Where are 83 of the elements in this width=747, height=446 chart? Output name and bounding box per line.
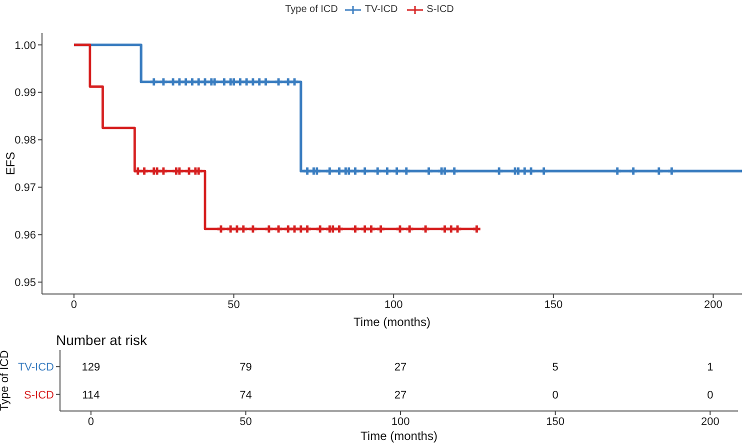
point <box>249 78 257 86</box>
point <box>326 167 334 175</box>
x-tick-label: 50 <box>240 416 252 428</box>
point <box>495 167 503 175</box>
x-tick-label: 50 <box>228 298 240 311</box>
point <box>655 167 663 175</box>
x-tick-label: 150 <box>546 416 565 428</box>
point <box>185 167 193 175</box>
x-tick-label: 100 <box>384 298 403 311</box>
y-axis-title: EFS <box>3 152 18 176</box>
point <box>182 78 190 86</box>
point <box>614 167 622 175</box>
chart-title: Number at risk <box>56 332 148 348</box>
point <box>316 225 324 233</box>
point <box>630 167 637 175</box>
point <box>520 167 528 175</box>
point <box>473 225 480 233</box>
data-label: 27 <box>394 389 407 402</box>
y-tick-label: 0.96 <box>14 230 36 242</box>
point <box>336 225 343 233</box>
point <box>134 167 142 175</box>
point <box>160 78 168 86</box>
point <box>274 78 282 86</box>
y-tick-label: 0.97 <box>14 182 36 194</box>
data-label: 129 <box>82 362 100 374</box>
point <box>402 167 410 175</box>
legend-title: Type of ICD <box>285 4 338 15</box>
x-tick-label: 200 <box>704 298 722 311</box>
x-tick-label: 150 <box>544 298 563 311</box>
data-label: 1 <box>707 362 714 374</box>
point <box>220 78 228 86</box>
point <box>150 78 158 86</box>
y-tick-label: 1.00 <box>14 40 36 52</box>
point <box>240 225 248 233</box>
data-label: 74 <box>240 389 252 402</box>
point <box>361 167 369 175</box>
y-tick-label: TV-ICD <box>18 362 54 374</box>
point <box>450 167 458 175</box>
point <box>304 167 311 175</box>
point <box>374 167 382 175</box>
point <box>188 78 196 86</box>
point <box>368 225 375 233</box>
point <box>352 167 359 175</box>
point <box>169 78 177 86</box>
data-label: 0 <box>552 389 558 402</box>
point <box>176 78 184 86</box>
point <box>256 78 264 86</box>
point <box>406 225 414 233</box>
point <box>242 78 250 86</box>
legend-label: TV-ICD <box>364 4 398 15</box>
x-tick-label: 0 <box>88 416 94 428</box>
point <box>527 167 535 175</box>
x-tick-label: 200 <box>700 416 720 428</box>
point <box>668 167 676 175</box>
x-tick-label: 0 <box>70 298 78 311</box>
point <box>425 167 432 175</box>
data-label: 114 <box>82 389 100 402</box>
point <box>290 78 298 86</box>
point <box>236 78 244 86</box>
data-label: 0 <box>707 389 714 402</box>
point <box>194 78 202 86</box>
point <box>140 167 148 175</box>
y-tick-label: 0.95 <box>14 277 36 290</box>
y-tick-label: 0.98 <box>14 134 36 147</box>
data-label: 5 <box>552 362 558 374</box>
point <box>160 167 168 175</box>
point <box>336 167 343 175</box>
data-label: 27 <box>394 362 407 374</box>
legend-label: S-ICD <box>426 4 454 15</box>
y-axis-title: Type of ICD <box>0 350 12 411</box>
x-axis-title: Time (months) <box>360 429 438 443</box>
point <box>377 225 384 233</box>
data-label: 79 <box>240 362 252 374</box>
y-tick-label: 0.99 <box>14 87 36 100</box>
point <box>262 78 270 86</box>
x-axis-title: Time (months) <box>354 315 430 329</box>
point <box>384 167 391 175</box>
point <box>352 225 359 233</box>
point <box>284 78 292 86</box>
point <box>540 167 548 175</box>
point <box>393 167 400 175</box>
x-tick-label: 100 <box>391 416 410 428</box>
point <box>304 225 311 233</box>
